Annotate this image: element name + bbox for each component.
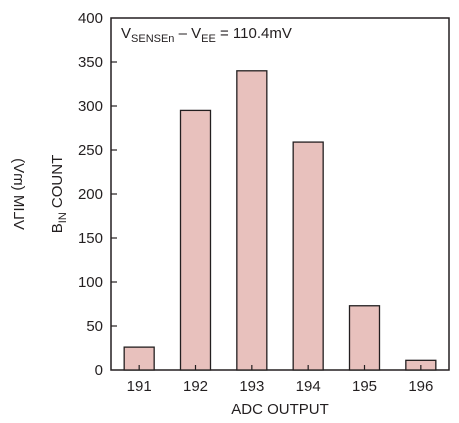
y-axis-title-vlim: VLIM (mV): [10, 158, 27, 230]
bar-192: [179, 109, 212, 371]
y-axis-title-count: BIN COUNT: [49, 155, 69, 234]
y-axis-ticks: 0 50 100 150 200 250 300 350 400: [78, 10, 117, 379]
x-tick-label: 195: [352, 378, 377, 395]
bar-group: [123, 70, 437, 371]
bar-194: [292, 141, 324, 371]
y-tick-label: 300: [78, 98, 103, 115]
y-tick-label: 0: [95, 362, 103, 379]
x-axis-ticks: 191 192 193 194 195 196: [127, 365, 433, 395]
plot-frame: [110, 17, 450, 371]
y-tick-label: 50: [86, 318, 103, 335]
y-tick-label: 100: [78, 274, 103, 291]
x-tick-label: 194: [296, 378, 321, 395]
bar-195: [348, 305, 381, 371]
y-axis-title-count-wrap: BIN COUNT: [49, 155, 69, 234]
measurement-annotation: VSENSEn – VEE = 110.4mV: [121, 25, 292, 45]
y-tick-label: 400: [78, 10, 103, 27]
bar-193: [236, 70, 268, 371]
x-axis-title: ADC OUTPUT: [231, 401, 329, 418]
x-tick-label: 191: [127, 378, 152, 395]
x-tick-label: 196: [408, 378, 433, 395]
y-tick-label: 350: [78, 54, 103, 71]
y-tick-label: 200: [78, 186, 103, 203]
x-tick-label: 193: [239, 378, 264, 395]
y-tick-label: 150: [78, 230, 103, 247]
x-tick-label: 192: [183, 378, 208, 395]
y-tick-label: 250: [78, 142, 103, 159]
y-axis-title-vlim-wrap: VLIM (mV): [10, 158, 27, 230]
